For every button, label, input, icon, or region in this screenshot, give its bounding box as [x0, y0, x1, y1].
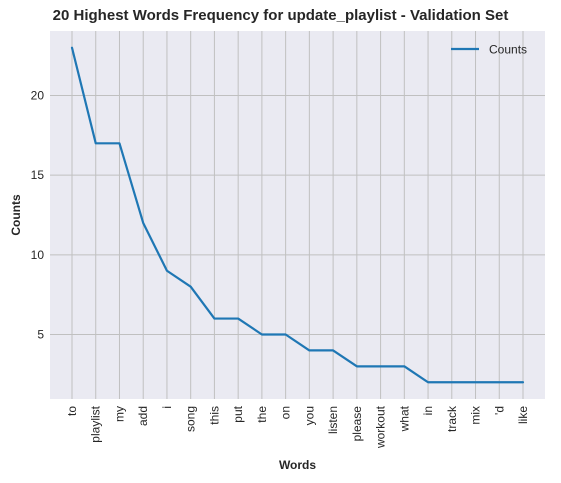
- x-tick-label: you: [302, 406, 316, 425]
- y-tick-labels: 5 10 15 20: [31, 89, 45, 342]
- x-tick-label: like: [516, 406, 530, 424]
- x-tick-label: workout: [374, 405, 388, 449]
- y-gridlines: [50, 95, 545, 335]
- x-tick-label: mix: [469, 406, 483, 425]
- x-tick-label: i: [160, 406, 174, 409]
- chart-title: 20 Highest Words Frequency for update_pl…: [52, 7, 509, 24]
- x-tick-label: this: [207, 406, 221, 425]
- x-tick-label: playlist: [89, 405, 103, 442]
- x-tick-label: my: [112, 406, 126, 422]
- x-tick-label: the: [255, 406, 269, 423]
- x-tick-label: song: [184, 406, 198, 432]
- x-tick-label: put: [231, 405, 245, 422]
- x-tick-label: 'd: [492, 406, 506, 415]
- x-tick-labels: to playlist my add i song this put the on you liste…: [65, 405, 530, 449]
- x-tick-label: add: [136, 406, 150, 426]
- x-tick-label: in: [421, 406, 435, 415]
- x-tick-label: listen: [326, 406, 340, 434]
- y-tick-label: 10: [31, 248, 45, 262]
- series-line-counts: [70, 46, 525, 384]
- x-gridlines: [71, 31, 524, 399]
- x-tick-label: to: [65, 406, 79, 416]
- x-tick-label: what: [397, 405, 411, 432]
- x-tick-label: track: [445, 405, 459, 432]
- legend: Counts: [451, 43, 527, 57]
- plot-area: [50, 31, 545, 399]
- x-axis-label: Words: [279, 458, 316, 472]
- y-tick-label: 5: [37, 327, 44, 341]
- y-tick-label: 20: [31, 89, 45, 103]
- x-tick-label: on: [279, 406, 293, 419]
- y-axis-label: Counts: [9, 194, 23, 236]
- legend-label-counts: Counts: [489, 43, 527, 57]
- y-tick-label: 15: [31, 168, 45, 182]
- x-tick-label: please: [350, 406, 364, 442]
